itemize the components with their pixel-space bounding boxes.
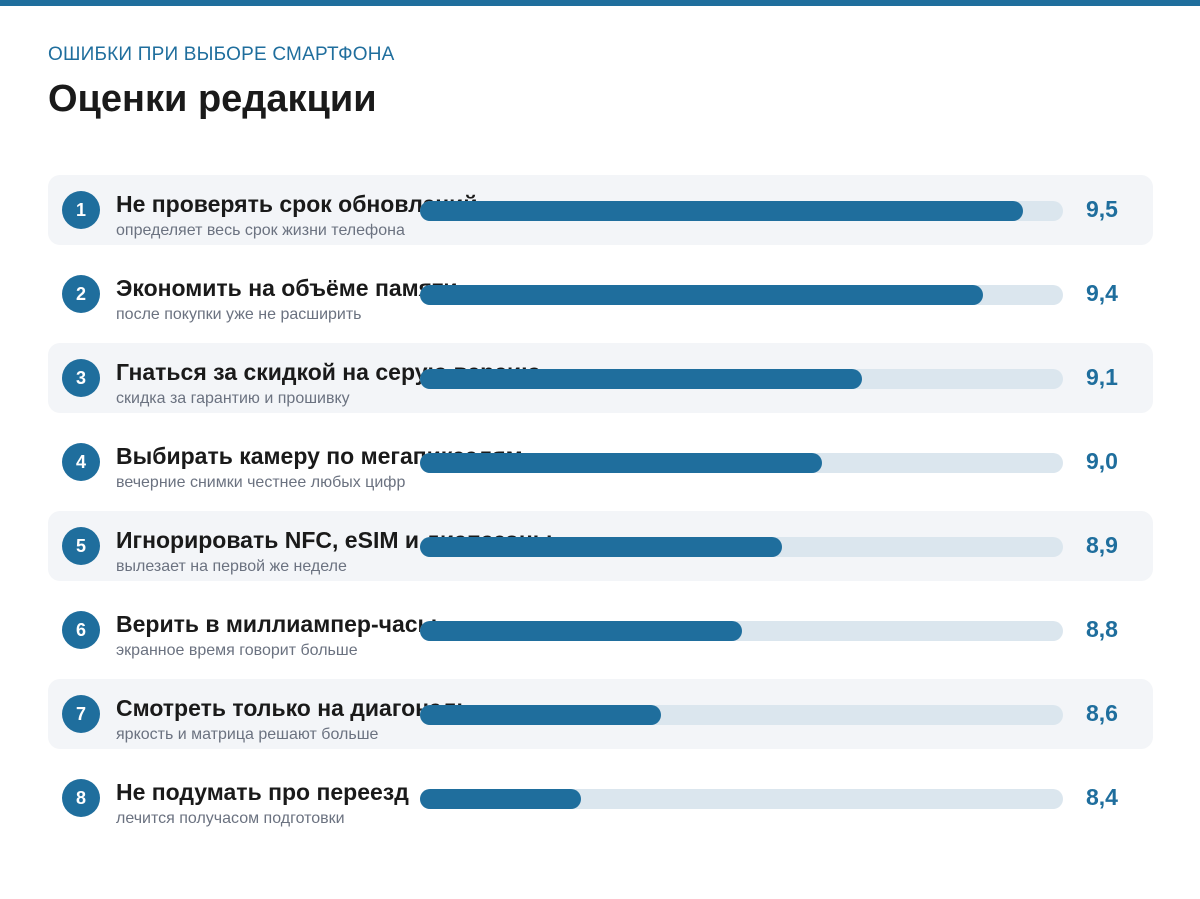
chart-row: 2 Экономить на объёме памяти после покупки… bbox=[48, 259, 1153, 329]
data-label: 8,9 bbox=[1086, 532, 1118, 558]
row-label: Смотреть только на диагональ bbox=[116, 695, 471, 721]
rank-badge: 3 bbox=[62, 359, 100, 397]
bar-track bbox=[420, 453, 1063, 473]
row-sublabel: лечится получасом подготовки bbox=[116, 810, 345, 827]
section-kicker: ОШИБКИ ПРИ ВЫБОРЕ СМАРТФОНА bbox=[48, 44, 395, 65]
bar bbox=[420, 201, 1023, 221]
bar bbox=[420, 789, 581, 809]
row-sublabel: яркость и матрица решают больше bbox=[116, 726, 379, 743]
chart-row: 1 Не проверять срок обновлений определяет … bbox=[48, 175, 1153, 245]
row-label: Верить в миллиампер-часы bbox=[116, 611, 438, 637]
chart-row: 7 Смотреть только на диагональ яркость и м… bbox=[48, 679, 1153, 749]
chart-row: 6 Верить в миллиампер-часы экранное время … bbox=[48, 595, 1153, 665]
row-sublabel: экранное время говорит больше bbox=[116, 642, 358, 659]
data-label: 9,5 bbox=[1086, 196, 1118, 222]
rank-badge: 2 bbox=[62, 275, 100, 313]
row-sublabel: скидка за гарантию и прошивку bbox=[116, 390, 350, 407]
top-accent-bar bbox=[0, 0, 1200, 6]
rank-badge: 6 bbox=[62, 611, 100, 649]
chart-row: 8 Не подумать про переезд лечится получасо… bbox=[48, 763, 1153, 833]
chart-row: 5 Игнорировать NFC, eSIM и диапазоны вылез… bbox=[48, 511, 1153, 581]
ratings-bar-chart: 1 Не проверять срок обновлений определяет … bbox=[48, 175, 1153, 847]
data-label: 8,6 bbox=[1086, 700, 1118, 726]
rank-badge: 8 bbox=[62, 779, 100, 817]
row-label: Не подумать про переезд bbox=[116, 779, 409, 805]
row-sublabel: после покупки уже не расширить bbox=[116, 306, 362, 323]
bar-track bbox=[420, 369, 1063, 389]
rank-badge: 5 bbox=[62, 527, 100, 565]
rank-badge: 4 bbox=[62, 443, 100, 481]
row-label: Не проверять срок обновлений bbox=[116, 191, 478, 217]
bar bbox=[420, 621, 742, 641]
bar-track bbox=[420, 621, 1063, 641]
bar-track bbox=[420, 537, 1063, 557]
bar-track bbox=[420, 201, 1063, 221]
rank-badge: 7 bbox=[62, 695, 100, 733]
bar bbox=[420, 537, 782, 557]
bar bbox=[420, 705, 662, 725]
row-sublabel: определяет весь срок жизни телефона bbox=[116, 222, 405, 239]
bar bbox=[420, 285, 983, 305]
bar bbox=[420, 453, 822, 473]
row-sublabel: вылезает на первой же неделе bbox=[116, 558, 347, 575]
bar-track bbox=[420, 705, 1063, 725]
data-label: 9,4 bbox=[1086, 280, 1118, 306]
rank-badge: 1 bbox=[62, 191, 100, 229]
row-label: Экономить на объёме памяти bbox=[116, 275, 458, 301]
data-label: 8,8 bbox=[1086, 616, 1118, 642]
bar-track bbox=[420, 285, 1063, 305]
data-label: 9,1 bbox=[1086, 364, 1118, 390]
bar bbox=[420, 369, 863, 389]
data-label: 9,0 bbox=[1086, 448, 1118, 474]
row-sublabel: вечерние снимки честнее любых цифр bbox=[116, 474, 406, 491]
chart-row: 3 Гнаться за скидкой на серую версию скидк… bbox=[48, 343, 1153, 413]
data-label: 8,4 bbox=[1086, 784, 1118, 810]
chart-row: 4 Выбирать камеру по мегапикселям вечерние… bbox=[48, 427, 1153, 497]
bar-track bbox=[420, 789, 1063, 809]
page-title: Оценки редакции bbox=[48, 78, 377, 120]
